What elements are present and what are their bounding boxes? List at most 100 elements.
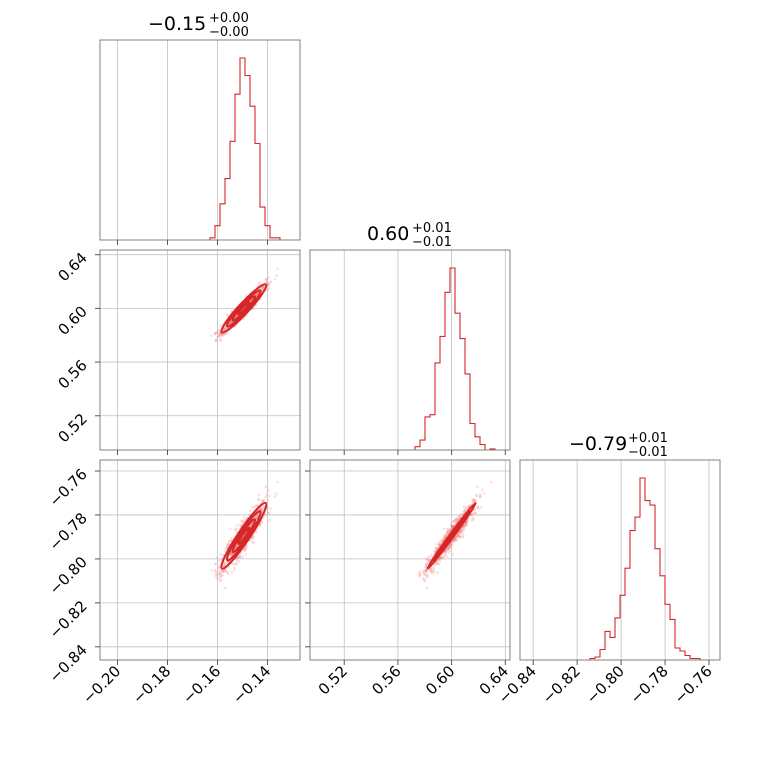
sample-point [465, 520, 468, 524]
sample-point [221, 554, 225, 557]
sample-point [444, 534, 448, 537]
sample-point [269, 507, 273, 510]
sample-point [437, 543, 441, 547]
sample-point [215, 330, 219, 333]
sample-point [245, 545, 248, 549]
sample-point [250, 505, 254, 509]
sample-point [252, 534, 255, 538]
sample-point [446, 531, 450, 535]
y-tick-label: 0.52 [54, 410, 90, 446]
sample-point [230, 553, 233, 556]
sample-point [216, 335, 219, 339]
contour-1-2 [237, 301, 251, 316]
sample-point [236, 556, 239, 560]
sample-point [443, 535, 447, 539]
sample-point [221, 565, 225, 568]
sample-point [434, 550, 437, 553]
sample-point [478, 493, 482, 496]
sample-point [218, 332, 222, 336]
sample-point [210, 569, 213, 572]
y-tick-label: −0.82 [46, 597, 91, 642]
sample-point [472, 499, 475, 503]
sample-point [440, 557, 444, 560]
sample-point [219, 576, 222, 579]
sample-point [474, 499, 477, 502]
sample-point [264, 277, 268, 281]
sample-point [258, 524, 261, 527]
sample-point [235, 530, 239, 533]
sample-point [458, 535, 462, 538]
sample-point [255, 503, 259, 507]
sample-point [422, 578, 426, 582]
sample-point [217, 566, 220, 569]
sample-point [489, 481, 493, 484]
sample-point [451, 520, 455, 523]
sample-point [441, 539, 444, 543]
title-param-2-lower: −0.01 [412, 235, 452, 250]
sample-point [220, 569, 224, 573]
sample-point [444, 533, 448, 537]
sample-point [257, 498, 261, 502]
sample-point [449, 545, 452, 549]
sample-point [229, 321, 232, 325]
sample-point [435, 542, 438, 546]
sample-point [264, 278, 268, 282]
sample-point [474, 511, 477, 515]
sample-point [432, 550, 436, 553]
sample-point [214, 573, 218, 577]
sample-point [440, 539, 444, 542]
sample-point [219, 333, 222, 337]
sample-point [439, 556, 443, 559]
sample-point [448, 546, 451, 549]
sample-point [224, 586, 227, 590]
sample-point [464, 524, 468, 527]
contour-1-3 [220, 501, 268, 570]
sample-point [217, 329, 221, 333]
sample-point [233, 568, 236, 572]
sample-point [264, 281, 268, 284]
sample-point [462, 524, 465, 528]
sample-point [226, 570, 230, 574]
sample-point [471, 497, 475, 501]
sample-point [252, 540, 255, 544]
sample-point [214, 339, 218, 343]
sample-point [450, 543, 454, 547]
sample-point [461, 526, 465, 529]
sample-point [463, 510, 467, 513]
sample-point [470, 513, 474, 516]
sample-point [439, 556, 443, 560]
sample-point [261, 286, 265, 289]
sample-point [243, 546, 247, 550]
sample-point [223, 327, 227, 330]
sample-point [450, 523, 453, 526]
sample-point [438, 544, 441, 548]
sample-point [229, 552, 233, 555]
x-tick-label: −0.82 [539, 662, 584, 707]
sample-point [448, 546, 451, 549]
sample-point [443, 552, 447, 556]
sample-point [462, 524, 466, 528]
x-tick-label: −0.76 [671, 662, 716, 707]
sample-point [219, 338, 222, 341]
sample-point [251, 541, 254, 544]
sample-point [237, 559, 241, 563]
sample-point [217, 332, 220, 336]
sample-point [268, 519, 271, 522]
sample-point [437, 557, 441, 561]
sample-point [437, 563, 440, 566]
sample-point [217, 328, 221, 332]
sample-point [267, 283, 270, 287]
sample-point [462, 528, 466, 532]
sample-point [476, 505, 480, 509]
sample-point [254, 531, 258, 534]
sample-point [215, 556, 219, 559]
sample-point [248, 513, 251, 516]
sample-point [255, 293, 258, 297]
sample-point [444, 549, 448, 553]
sample-point [481, 488, 484, 492]
sample-point [438, 542, 442, 546]
sample-point [444, 550, 448, 553]
sample-point [221, 569, 224, 573]
sample-point [267, 283, 270, 286]
sample-point [473, 508, 477, 511]
